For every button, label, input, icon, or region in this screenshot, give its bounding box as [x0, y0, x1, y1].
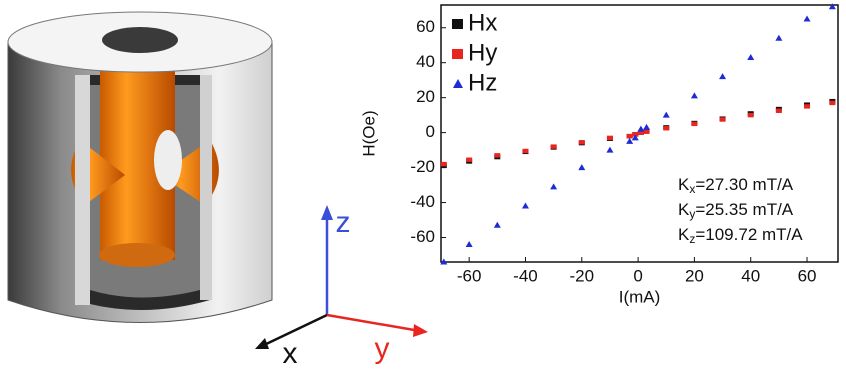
annotation-text: =25.35 mT/A — [695, 200, 793, 219]
x-tick-label: 20 — [685, 266, 704, 285]
axis-direction-label: y — [375, 332, 390, 365]
data-point — [494, 153, 500, 157]
annotation: Ky=25.35 mT/A — [678, 200, 794, 221]
data-point — [627, 134, 633, 138]
y-tick-label: 20 — [416, 87, 435, 106]
x-axis-label: I(mA) — [619, 287, 661, 306]
y-tick-label: 60 — [416, 17, 435, 36]
x-tick-label: 60 — [798, 266, 817, 285]
axis-direction-label: z — [336, 206, 351, 239]
y-tick-label: 0 — [426, 122, 435, 141]
y-tick-label: -60 — [410, 227, 435, 246]
annotation-symbol: K — [678, 200, 690, 219]
axis-direction-label: x — [283, 337, 298, 369]
data-point — [551, 144, 557, 148]
data-point — [804, 104, 810, 108]
data-point — [804, 15, 811, 21]
data-point — [776, 109, 782, 113]
data-point — [466, 241, 473, 247]
legend-label: Hy — [468, 39, 497, 66]
legend-label: Hz — [468, 69, 497, 96]
cylinder-illustration — [8, 12, 272, 323]
annotation-text: =109.72 mT/A — [695, 225, 803, 244]
data-point — [441, 162, 447, 166]
legend-marker — [452, 49, 463, 59]
data-point — [606, 147, 613, 153]
data-point — [691, 122, 697, 126]
data-point — [522, 149, 528, 153]
data-point — [578, 164, 585, 170]
x-tick-label: 0 — [633, 266, 642, 285]
y-tick-label: -20 — [410, 157, 435, 176]
data-point — [748, 113, 754, 117]
x-tick-label: -20 — [569, 266, 594, 285]
data-point — [550, 183, 557, 189]
data-point — [637, 126, 644, 132]
x-tick-label: -40 — [513, 266, 538, 285]
x-tick-label: -60 — [457, 266, 482, 285]
y-tick-label: 40 — [416, 52, 435, 71]
annotation-text: =27.30 mT/A — [695, 175, 793, 194]
data-point — [691, 92, 698, 98]
legend-marker — [452, 19, 463, 29]
annotation: Kz=109.72 mT/A — [678, 225, 803, 246]
data-point — [775, 35, 782, 41]
data-point — [644, 130, 650, 134]
annotation-symbol: K — [678, 225, 690, 244]
page: {"chart_data": {"type": "scatter", "x": … — [0, 0, 846, 369]
figure: -60 -40 -20 0 20 40 60 -60 -40 -20 0 20 40 60 I(mA) H(O… — [0, 0, 846, 369]
data-point — [494, 222, 501, 228]
data-point — [747, 54, 754, 60]
data-point — [607, 136, 613, 140]
data-point — [522, 203, 529, 209]
data-point — [466, 158, 472, 162]
data-point — [720, 117, 726, 121]
x-tick-label: 40 — [741, 266, 760, 285]
data-point — [626, 138, 633, 144]
legend-marker — [453, 79, 463, 88]
data-point — [663, 112, 670, 118]
y-tick-label: -40 — [410, 192, 435, 211]
data-point — [663, 126, 669, 130]
data-point — [579, 140, 585, 144]
annotation: Kx=27.30 mT/A — [678, 175, 794, 196]
data-point — [643, 124, 650, 130]
annotation-symbol: K — [678, 175, 690, 194]
data-point — [829, 101, 835, 105]
y-axis-label: H(Oe) — [359, 110, 378, 156]
legend-label: Hx — [468, 9, 497, 36]
data-point — [829, 3, 836, 9]
data-point — [719, 73, 726, 79]
